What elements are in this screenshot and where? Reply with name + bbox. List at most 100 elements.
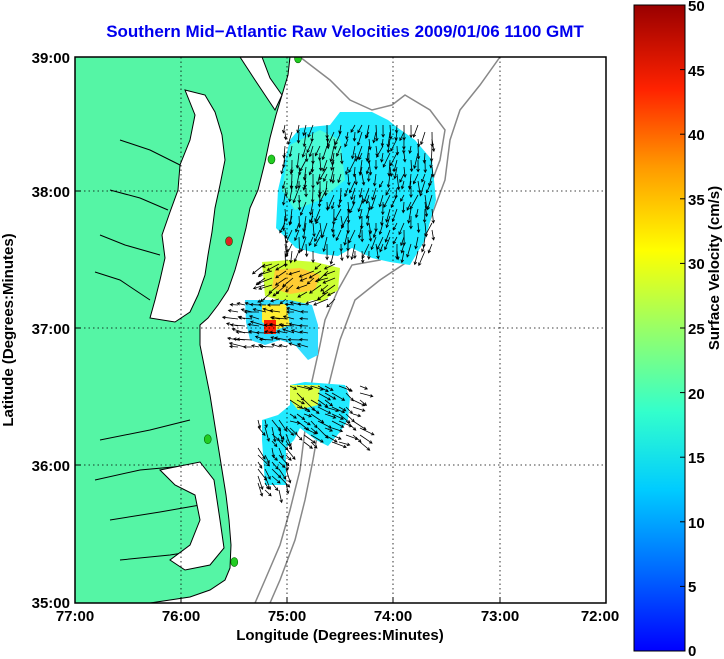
velocity-arrow xyxy=(299,330,309,334)
velocity-arrow xyxy=(321,284,336,295)
radar-site-marker xyxy=(230,557,239,567)
radar-site-marker xyxy=(267,154,276,165)
velocity-arrow xyxy=(324,180,328,197)
velocity-arrow xyxy=(412,124,419,138)
velocity-arrow xyxy=(356,131,363,146)
velocity-arrow xyxy=(323,270,336,277)
velocity-arrow xyxy=(310,434,324,443)
colorbar-label: Surface Velocity (cm/s) xyxy=(706,186,723,350)
velocity-arrow xyxy=(299,316,309,321)
velocity-arrow xyxy=(317,152,322,162)
velocity-arrow xyxy=(431,229,435,241)
velocity-arrow xyxy=(242,345,253,349)
colorbar-tick: 50 xyxy=(688,0,705,15)
velocity-arrow xyxy=(338,441,351,447)
velocity-arrow xyxy=(273,336,288,341)
velocity-arrow xyxy=(344,138,349,148)
velocity-arrow xyxy=(227,309,239,313)
radar-site-marker xyxy=(294,57,302,64)
velocity-arrow xyxy=(281,215,286,232)
velocity-arrow xyxy=(333,138,337,150)
velocity-arrow xyxy=(352,406,366,412)
velocity-arrow xyxy=(249,320,267,327)
velocity-arrow xyxy=(409,194,419,210)
velocity-arrow xyxy=(390,138,398,152)
velocity-arrow xyxy=(371,187,377,201)
velocity-arrow xyxy=(374,160,378,171)
velocity-arrow xyxy=(431,138,436,153)
velocity-arrow xyxy=(304,152,309,163)
velocity-arrow xyxy=(317,399,329,408)
velocity-arrow xyxy=(257,475,264,490)
velocity-arrow xyxy=(288,342,302,348)
velocity-arrow xyxy=(359,215,364,230)
velocity-arrow xyxy=(409,159,414,173)
velocity-arrow xyxy=(359,392,374,398)
velocity-arrow xyxy=(375,243,380,260)
velocity-arrow xyxy=(261,263,273,268)
velocity-arrow xyxy=(399,173,405,183)
velocity-arrow xyxy=(304,243,309,258)
velocity-arrow xyxy=(229,302,239,307)
velocity-arrow xyxy=(412,173,419,185)
velocity-arrow xyxy=(279,222,286,234)
velocity-arrow xyxy=(250,344,260,348)
velocity-arrow xyxy=(348,159,356,174)
velocity-arrow xyxy=(298,337,309,342)
velocity-arrow xyxy=(345,385,353,392)
velocity-arrow xyxy=(310,406,320,414)
velocity-arrow xyxy=(416,159,420,173)
velocity-arrow xyxy=(298,270,315,278)
velocity-arrow xyxy=(292,187,300,204)
map-title: Southern Mid−Atlantic Raw Velocities 200… xyxy=(106,22,584,41)
velocity-arrow xyxy=(303,420,311,426)
velocity-arrow xyxy=(352,420,367,430)
velocity-arrow xyxy=(385,187,391,196)
velocity-arrow xyxy=(427,243,433,254)
velocity-arrow xyxy=(358,187,363,199)
velocity-arrow xyxy=(357,222,363,239)
velocity-arrow xyxy=(258,284,273,290)
velocity-arrow xyxy=(335,229,342,242)
velocity-arrow xyxy=(299,310,309,314)
velocity-arrow xyxy=(257,447,266,460)
velocity-arrow xyxy=(317,385,329,392)
velocity-arrow xyxy=(407,208,412,224)
velocity-arrow xyxy=(331,441,347,449)
velocity-arrow xyxy=(426,194,433,211)
land-mass xyxy=(75,57,291,603)
velocity-arrow xyxy=(290,329,302,334)
velocity-arrow xyxy=(266,303,280,307)
velocity-arrow xyxy=(302,222,307,240)
velocity-arrow xyxy=(386,138,391,154)
velocity-arrow xyxy=(297,236,302,254)
velocity-arrow xyxy=(296,124,300,134)
velocity-arrow xyxy=(258,270,273,276)
velocity-arrow xyxy=(389,152,398,167)
velocity-arrow xyxy=(303,434,316,444)
velocity-arrow xyxy=(298,323,309,328)
velocity-arrow xyxy=(309,215,314,224)
colorbar-tick-labels: 50 45 40 35 30 25 20 15 10 5 0 xyxy=(688,0,705,659)
velocity-arrow xyxy=(349,201,356,214)
velocity-arrow xyxy=(306,277,315,285)
velocity-arrow xyxy=(341,215,349,229)
velocity-arrow xyxy=(409,124,413,139)
velocity-arrow xyxy=(287,337,302,342)
velocity-arrow xyxy=(249,302,260,307)
velocity-arrow xyxy=(350,243,356,261)
velocity-arrow xyxy=(374,124,379,142)
velocity-arrow xyxy=(416,222,421,234)
colorbar-tick: 10 xyxy=(688,515,705,532)
velocity-arrow xyxy=(396,250,400,261)
velocity-arrow xyxy=(352,434,362,443)
x-tick-label: 72:00 xyxy=(581,608,619,625)
velocity-arrow xyxy=(359,441,371,451)
velocity-arrow xyxy=(278,426,284,444)
velocity-arrow xyxy=(294,229,300,242)
velocity-arrow xyxy=(358,152,363,161)
velocity-arrow xyxy=(285,426,295,436)
y-tick-label: 36:00 xyxy=(32,458,70,475)
velocity-arrow xyxy=(271,461,279,470)
velocity-arrow xyxy=(275,270,287,279)
